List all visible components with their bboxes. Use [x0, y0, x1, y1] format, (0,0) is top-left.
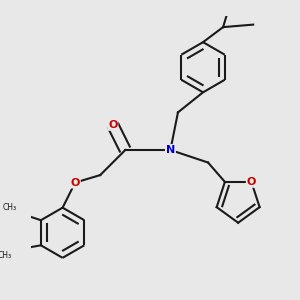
- Text: CH₃: CH₃: [0, 251, 12, 260]
- Text: O: O: [108, 120, 117, 130]
- Text: O: O: [247, 177, 256, 187]
- Text: CH₃: CH₃: [3, 203, 17, 212]
- Text: N: N: [166, 145, 175, 155]
- Text: O: O: [70, 178, 80, 188]
